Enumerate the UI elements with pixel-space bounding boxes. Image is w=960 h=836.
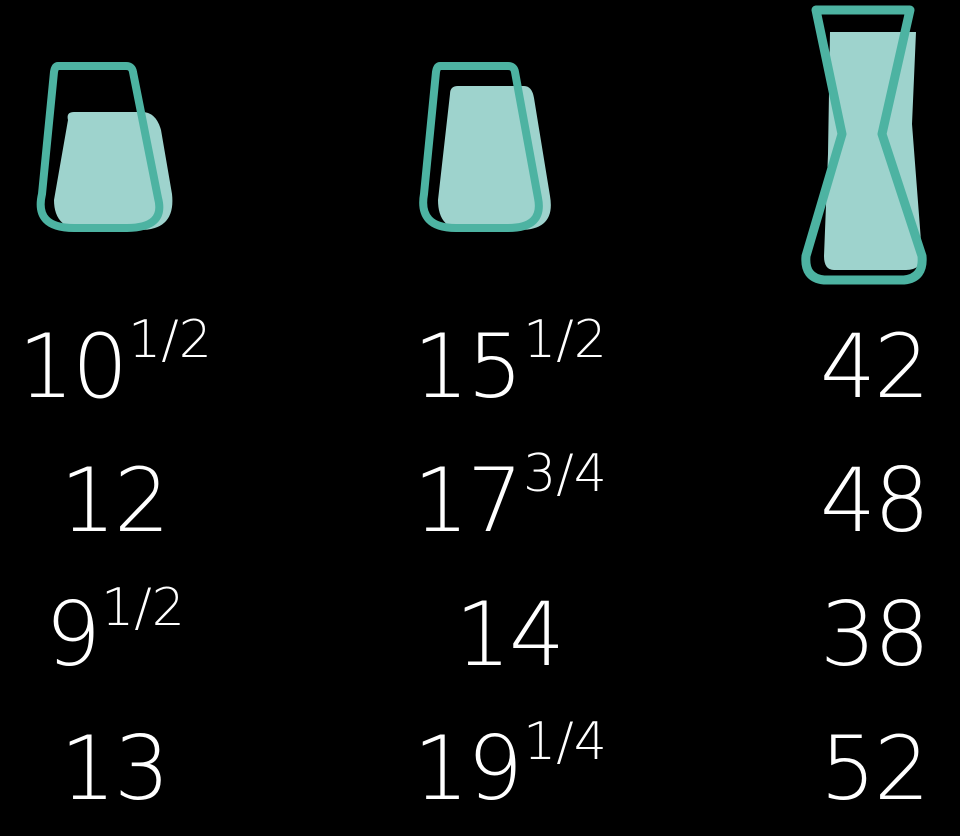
value-fraction: 1/4 xyxy=(523,712,607,772)
carafe-icon xyxy=(801,5,927,285)
value-row: 13 xyxy=(0,702,230,836)
value-row: 101/2 xyxy=(0,300,230,434)
value-fraction: 1/2 xyxy=(101,578,185,638)
value-row: 48 xyxy=(690,434,930,568)
value-row: 12 xyxy=(0,434,230,568)
value-row: 52 xyxy=(690,702,930,836)
value-whole: 12 xyxy=(60,449,170,552)
column-tall-tumbler: 151/2 173/4 14 191/4 xyxy=(380,300,680,836)
value-row: 14 xyxy=(380,568,640,702)
value-whole: 42 xyxy=(820,315,930,418)
tall-tumbler-icon xyxy=(419,62,551,232)
value-whole: 9 xyxy=(45,583,101,686)
value-fraction: 1/2 xyxy=(523,310,607,370)
value-row: 173/4 xyxy=(380,434,640,568)
value-row: 191/4 xyxy=(380,702,640,836)
value-whole: 38 xyxy=(820,583,930,686)
value-whole: 13 xyxy=(60,717,170,820)
value-row: 38 xyxy=(690,568,930,702)
column-carafe: 42 48 38 52 xyxy=(690,300,950,836)
short-glass-icon xyxy=(36,62,173,232)
value-whole: 10 xyxy=(18,315,128,418)
value-row: 42 xyxy=(690,300,930,434)
value-whole: 15 xyxy=(413,315,523,418)
value-fraction: 1/2 xyxy=(128,310,212,370)
value-row: 91/2 xyxy=(0,568,230,702)
value-whole: 52 xyxy=(820,717,930,820)
value-whole: 14 xyxy=(455,583,565,686)
value-fraction: 3/4 xyxy=(523,444,607,504)
value-whole: 17 xyxy=(413,449,523,552)
value-whole: 48 xyxy=(820,449,930,552)
value-whole: 19 xyxy=(413,717,523,820)
value-row: 151/2 xyxy=(380,300,640,434)
column-short-glass: 101/2 12 91/2 13 xyxy=(0,300,300,836)
